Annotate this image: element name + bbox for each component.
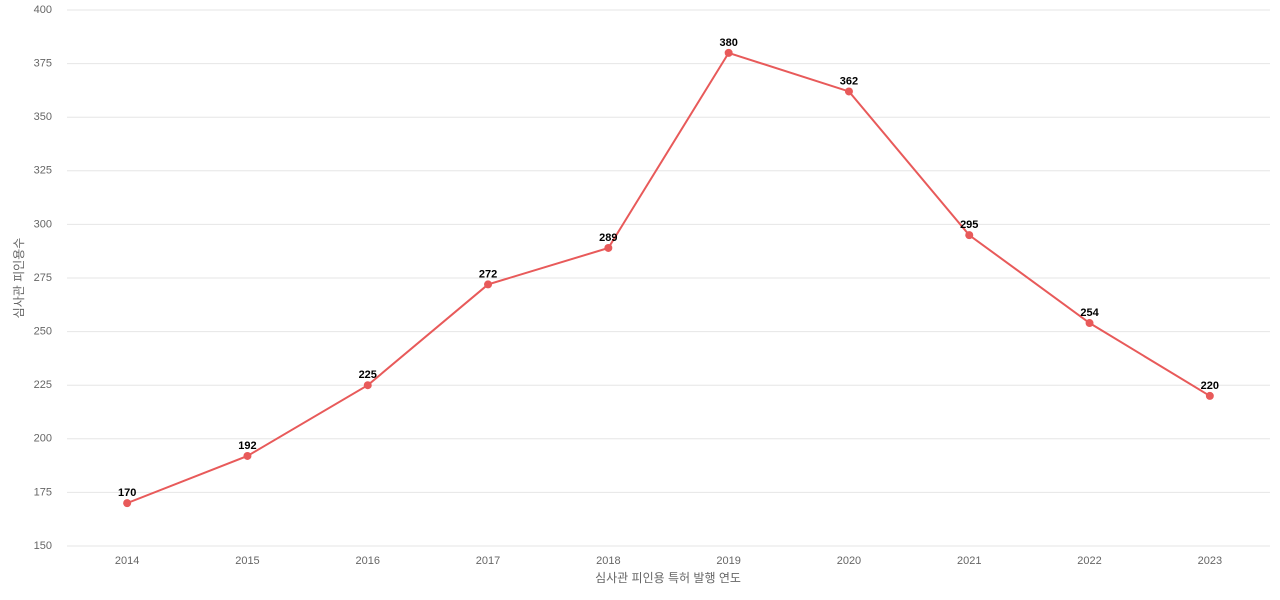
y-axis-title: 심사관 피인용수: [12, 238, 26, 319]
x-tick-label: 2022: [1077, 555, 1101, 567]
data-point: [844, 87, 853, 96]
y-tick-label: 400: [34, 4, 52, 16]
data-line: [126, 51, 1211, 505]
data-label: 170: [118, 487, 136, 499]
x-tick-label: 2017: [476, 555, 500, 567]
data-point: [123, 499, 132, 508]
x-tick-label: 2023: [1198, 555, 1222, 567]
y-tick-label: 275: [34, 272, 52, 284]
y-tick-label: 175: [34, 486, 52, 498]
data-point: [724, 48, 733, 57]
data-label: 380: [719, 37, 737, 49]
x-tick-label: 2019: [716, 555, 740, 567]
data-label: 225: [359, 369, 377, 381]
data-point: [1085, 319, 1094, 328]
data-point: [965, 231, 974, 240]
y-tick-label: 375: [34, 58, 52, 70]
x-tick-label: 2021: [957, 555, 981, 567]
y-tick-label: 300: [34, 218, 52, 230]
y-tick-label: 150: [34, 540, 52, 552]
y-tick-label: 350: [34, 111, 52, 123]
x-axis-title: 심사관 피인용 특허 발행 연도: [595, 570, 741, 585]
y-tick-label: 225: [34, 379, 52, 391]
data-point: [484, 280, 493, 289]
data-label: 254: [1080, 307, 1099, 319]
data-label: 295: [960, 219, 978, 231]
data-label: 220: [1201, 380, 1219, 392]
x-tick-label: 2016: [356, 555, 380, 567]
x-tick-label: 2014: [115, 555, 139, 567]
data-label: 362: [840, 75, 858, 87]
data-point: [243, 451, 252, 460]
x-tick-label: 2018: [596, 555, 620, 567]
data-point: [1205, 391, 1214, 400]
data-label: 272: [479, 268, 497, 280]
data-label: 192: [238, 440, 256, 452]
data-point: [604, 243, 613, 252]
y-tick-label: 200: [34, 433, 52, 445]
y-tick-label: 250: [34, 326, 52, 338]
data-point: [363, 381, 372, 390]
y-tick-label: 325: [34, 165, 52, 177]
data-label: 289: [599, 232, 617, 244]
x-tick-label: 2020: [837, 555, 861, 567]
x-tick-label: 2015: [235, 555, 259, 567]
